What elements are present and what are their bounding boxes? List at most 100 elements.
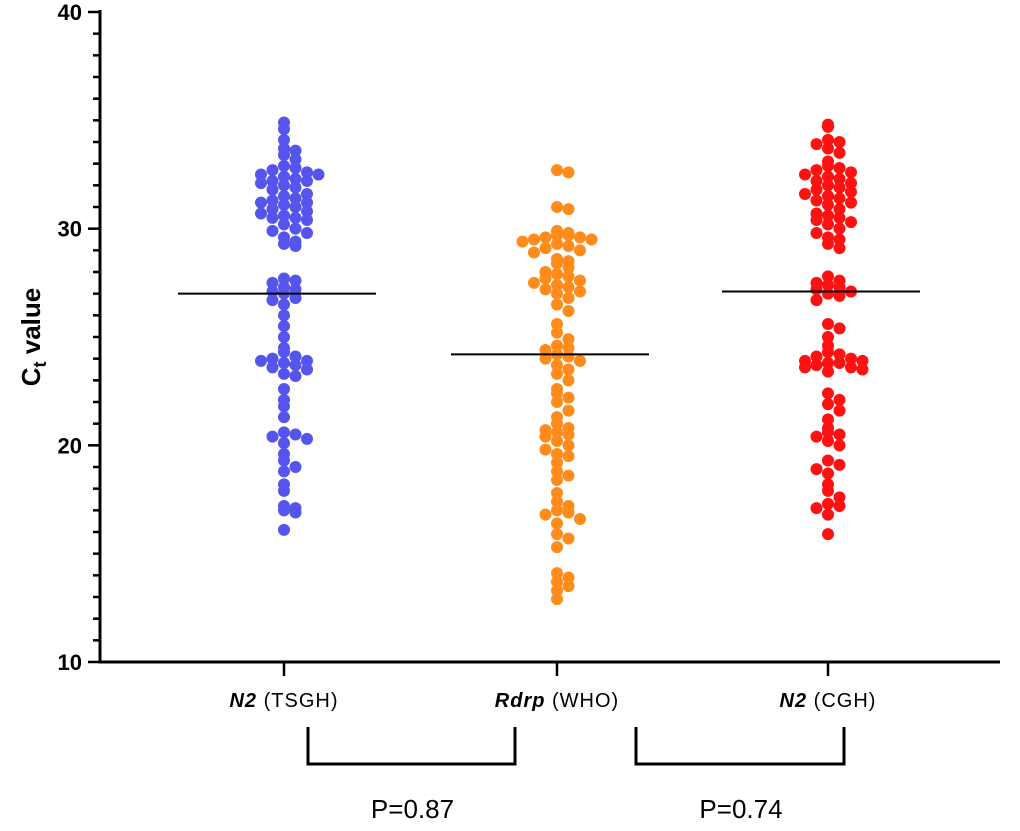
data-point: [266, 352, 279, 365]
data-point: [266, 276, 279, 289]
p-value-label: P=0.74: [699, 794, 782, 824]
data-point: [551, 224, 563, 237]
data-point: [289, 370, 302, 382]
data-point: [539, 508, 552, 521]
data-point: [551, 253, 563, 265]
data-point: [551, 298, 563, 311]
data-point: [822, 190, 834, 203]
data-point: [845, 216, 857, 229]
bracket: [634, 727, 846, 766]
data-point: [278, 320, 290, 333]
data-point: [539, 352, 552, 365]
data-point: [278, 523, 290, 536]
data-point: [551, 279, 563, 291]
data-point: [833, 242, 846, 255]
data-point: [278, 218, 290, 231]
data-point: [289, 274, 302, 287]
data-point: [822, 528, 834, 541]
data-point: [856, 354, 869, 367]
significance-brackets: P=0.87 P=0.74: [306, 727, 846, 824]
data-point: [833, 428, 846, 441]
data-point: [278, 437, 290, 450]
data-point: [289, 201, 302, 213]
data-point: [255, 196, 267, 209]
data-point: [856, 363, 869, 376]
data-point: [833, 404, 846, 417]
data-point: [562, 363, 575, 376]
data-point: [301, 205, 313, 218]
data-point: [833, 146, 846, 159]
data-point: [585, 233, 598, 246]
data-point: [278, 448, 290, 460]
data-point: [562, 292, 575, 304]
data-point: [562, 374, 575, 387]
data-point: [799, 188, 811, 200]
data-point: [562, 341, 575, 354]
bracket: [306, 727, 517, 766]
data-point: [562, 203, 575, 216]
data-point: [822, 413, 834, 426]
data-point: [845, 166, 857, 179]
data-point: [822, 422, 834, 434]
data-point: [289, 428, 302, 441]
data-point: [822, 179, 834, 192]
y-tick-label: 20: [58, 433, 82, 458]
data-point: [562, 305, 575, 317]
data-point: [551, 517, 563, 530]
data-point: [822, 467, 834, 480]
data-point: [562, 422, 575, 434]
data-point: [562, 281, 575, 294]
data-point: [278, 341, 290, 354]
axes: 10 20 30 40 Ct value: [16, 0, 1000, 676]
data-point: [551, 164, 563, 177]
data-point: [574, 285, 586, 298]
data-point: [822, 170, 834, 183]
data-point: [833, 357, 846, 369]
data-point: [810, 502, 823, 515]
data-point: [266, 164, 279, 177]
data-point: [833, 222, 846, 235]
data-point: [289, 172, 302, 185]
data-point: [278, 159, 290, 172]
p-value-label: P=0.87: [371, 794, 454, 824]
data-point: [822, 365, 834, 378]
data-point: [833, 348, 846, 361]
data-point: [266, 361, 279, 374]
data-point: [278, 170, 290, 183]
data-point: [810, 207, 823, 220]
data-point: [551, 268, 563, 281]
data-point: [562, 580, 575, 593]
data-point: [810, 463, 823, 476]
data-point: [833, 211, 846, 224]
data-point: [255, 207, 267, 220]
data-point: [810, 430, 823, 443]
data-point: [551, 411, 563, 424]
data-point: [278, 142, 290, 155]
data-point: [833, 322, 846, 335]
data-point: [551, 287, 563, 300]
data-point: [278, 478, 290, 491]
data-point: [278, 133, 290, 146]
data-point: [551, 448, 563, 460]
data-point: [562, 469, 575, 482]
data-point: [833, 439, 846, 452]
data-point: [574, 274, 586, 287]
data-point: [255, 177, 267, 190]
data-point: [278, 383, 290, 395]
data-point: [833, 500, 846, 512]
data-point: [539, 266, 552, 278]
data-point: [822, 318, 834, 330]
data-point: [278, 357, 290, 369]
data-point: [562, 391, 575, 404]
data-point: [822, 142, 834, 155]
data-point: [551, 237, 563, 250]
data-point: [562, 532, 575, 545]
data-point: [289, 461, 302, 473]
data-point: [278, 500, 290, 512]
data-point: [799, 168, 811, 181]
data-point: [810, 138, 823, 151]
data-point: [551, 584, 563, 597]
data-point: [278, 231, 290, 244]
data-point: [551, 465, 563, 478]
